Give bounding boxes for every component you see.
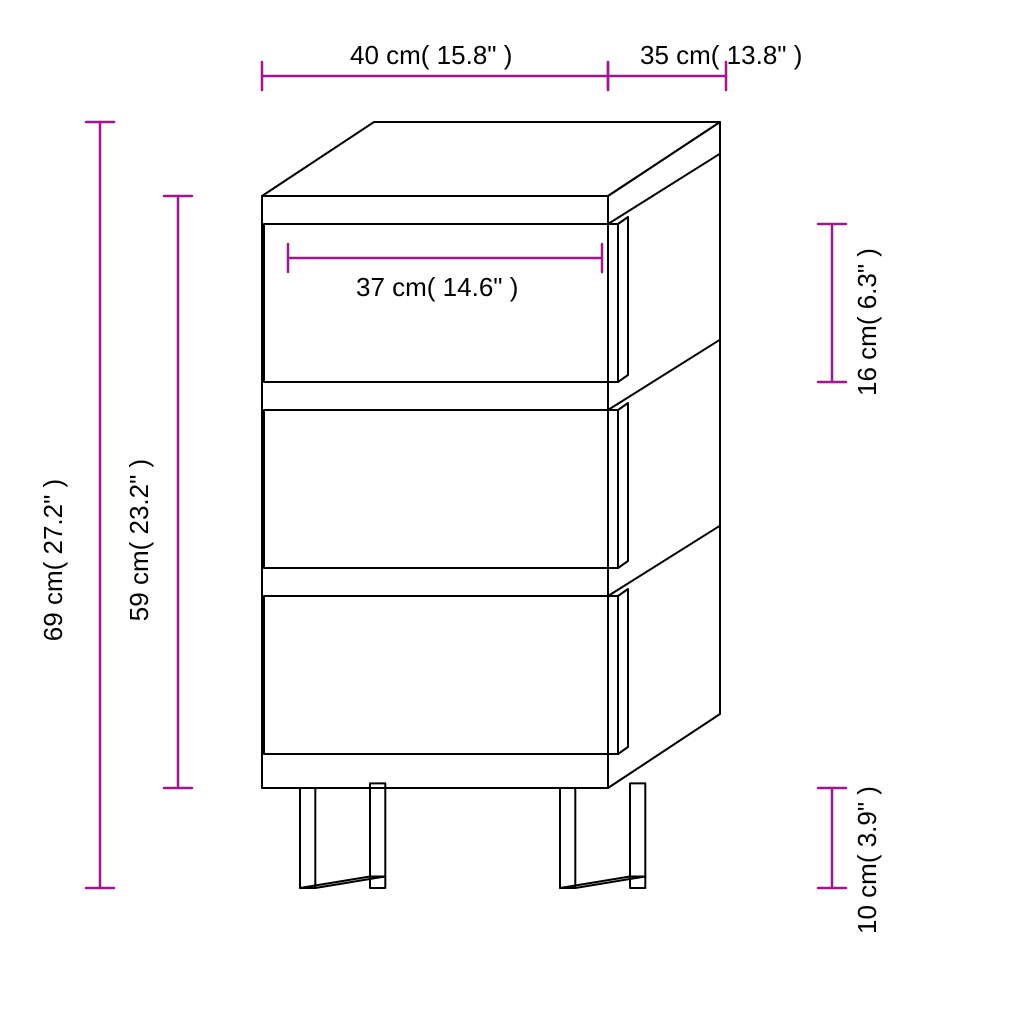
cabinet-body: [262, 122, 720, 788]
dim-leg-height: [818, 788, 846, 888]
dim-drawer-width-label: 37 cm( 14.6" ): [356, 272, 518, 302]
drawers: [264, 154, 720, 754]
dim-body-height-label: 59 cm( 23.2" ): [124, 459, 154, 621]
dim-body-height: [164, 196, 192, 788]
dim-total-height-label: 69 cm( 27.2" ): [38, 479, 68, 641]
dim-width-label: 40 cm( 15.8" ): [350, 40, 512, 70]
dim-leg-height-label: 10 cm( 3.9" ): [852, 786, 882, 934]
dim-drawer-height-label: 16 cm( 6.3" ): [852, 248, 882, 396]
dim-depth-label: 35 cm( 13.8" ): [640, 40, 802, 70]
dim-total-height: [86, 122, 114, 888]
dim-drawer-width: [288, 244, 602, 272]
dim-drawer-height: [818, 224, 846, 382]
legs: [300, 783, 645, 888]
